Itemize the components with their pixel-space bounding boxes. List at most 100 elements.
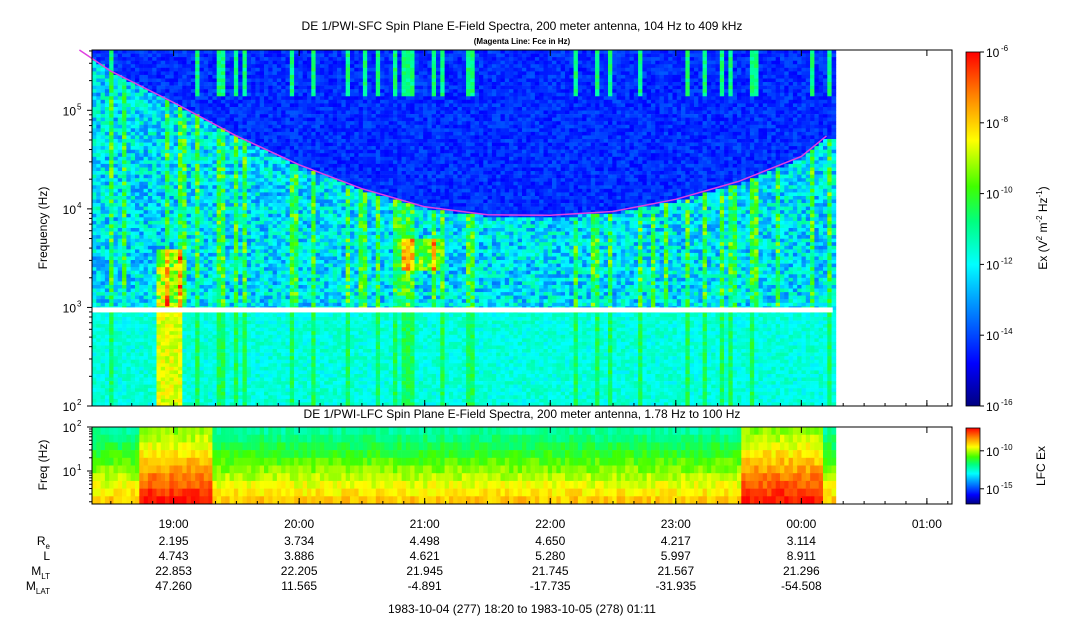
sfc-cell [96, 281, 101, 286]
sfc-cell [178, 135, 183, 140]
sfc-cell [212, 57, 217, 61]
sfc-cell [238, 196, 243, 200]
sfc-cell [195, 89, 200, 94]
sfc-cell [238, 281, 243, 286]
sfc-cell [242, 78, 248, 83]
sfc-cell [233, 199, 239, 204]
sfc-cell [294, 395, 299, 400]
sfc-cell [268, 124, 273, 129]
sfc-cell [272, 60, 278, 65]
sfc-cell [264, 167, 269, 172]
sfc-cell [96, 82, 101, 86]
sfc-cell [139, 139, 144, 143]
sfc-cell [229, 160, 235, 165]
sfc-cell [264, 206, 269, 211]
sfc-cell [126, 71, 131, 76]
sfc-cell [225, 135, 230, 140]
sfc-cell [130, 57, 136, 61]
sfc-cell [139, 327, 144, 332]
sfc-cell [264, 395, 269, 400]
sfc-cell [130, 89, 136, 94]
sfc-cell [117, 281, 123, 286]
sfc-cell [285, 174, 291, 179]
sfc-cell [117, 320, 123, 325]
sfc-cell [113, 60, 119, 65]
sfc-cell [294, 299, 299, 304]
sfc-cell [208, 71, 213, 76]
sfc-cell [130, 74, 136, 79]
sfc-cell [186, 71, 192, 76]
sfc-cell [276, 185, 282, 190]
sfc-cell [113, 377, 119, 382]
sfc-cell [289, 131, 295, 136]
sfc-cell [221, 92, 226, 97]
sfc-cell [272, 349, 278, 353]
sfc-cell [221, 96, 226, 101]
sfc-cell [178, 50, 183, 54]
sfc-cell [221, 60, 226, 65]
sfc-cell [130, 260, 136, 264]
sfc-cell [92, 274, 97, 279]
sfc-cell [268, 238, 273, 243]
sfc-cell [143, 338, 149, 343]
sfc-cell [130, 398, 136, 403]
sfc-cell [169, 139, 174, 143]
sfc-cell [199, 292, 205, 296]
sfc-cell [225, 345, 230, 350]
sfc-cell [199, 153, 205, 158]
sfc-cell [203, 89, 209, 94]
sfc-cell [289, 285, 295, 289]
sfc-cell [216, 206, 222, 211]
sfc-cell [96, 384, 101, 389]
sfc-cell [264, 185, 269, 190]
sfc-cell [225, 395, 230, 400]
sfc-cell [199, 103, 205, 108]
sfc-cell [246, 377, 252, 382]
sfc-cell [113, 238, 119, 243]
sfc-cell [135, 192, 140, 197]
sfc-cell [289, 267, 295, 272]
sfc-cell [104, 331, 110, 336]
sfc-cell [160, 210, 166, 215]
sfc-cell [229, 366, 235, 371]
sfc-cell [147, 260, 153, 264]
sfc-cell [281, 256, 286, 261]
sfc-cell [281, 242, 286, 247]
sfc-cell [186, 99, 192, 104]
sfc-cell [173, 363, 179, 368]
sfc-cell [298, 117, 303, 122]
sfc-cell [259, 313, 265, 318]
sfc-cell [139, 82, 144, 86]
sfc-cell [160, 384, 166, 389]
sfc-cell [251, 299, 256, 304]
sfc-cell [285, 395, 291, 400]
sfc-cell [289, 277, 295, 282]
sfc-cell [165, 302, 170, 307]
sfc-cell [264, 341, 269, 346]
sfc-cell [208, 213, 213, 218]
sfc-cell [130, 341, 136, 346]
sfc-cell [130, 203, 136, 207]
sfc-cell [135, 103, 140, 108]
sfc-cell [285, 295, 291, 300]
sfc-cell [276, 210, 282, 215]
sfc-cell [298, 224, 303, 229]
sfc-cell [130, 274, 136, 279]
sfc-cell [212, 60, 217, 65]
sfc-cell [203, 238, 209, 243]
sfc-cell [272, 370, 278, 375]
sfc-cell [143, 103, 149, 108]
sfc-cell [208, 206, 213, 211]
sfc-cell [238, 263, 243, 268]
sfc-cell [246, 277, 252, 282]
sfc-cell [203, 206, 209, 211]
sfc-cell [147, 146, 153, 150]
sfc-cell [135, 327, 140, 332]
sfc-cell [225, 71, 230, 76]
sfc-cell [152, 163, 157, 168]
sfc-cell [242, 92, 248, 97]
sfc-cell [186, 299, 192, 304]
sfc-cell [165, 338, 170, 343]
sfc-cell [92, 57, 97, 61]
sfc-cell [143, 224, 149, 229]
